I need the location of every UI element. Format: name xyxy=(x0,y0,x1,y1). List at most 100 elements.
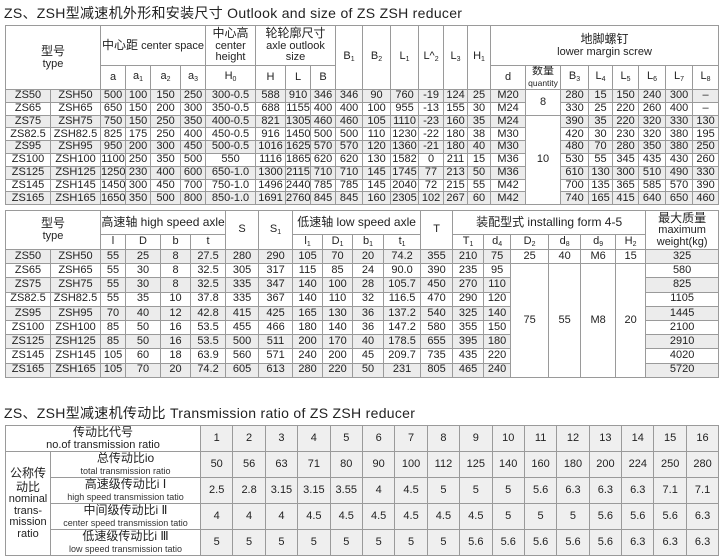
ratio-number: 13 xyxy=(588,424,623,453)
value-cell: 2115 xyxy=(285,165,312,180)
table-row: ZS145 ZSH145 1450 300 450 700 750-1.0 1496 2440 7… xyxy=(5,178,720,193)
type-cell: ZSH95 xyxy=(49,305,102,321)
ratio-value: 4 xyxy=(361,477,396,505)
value-cell: 40 xyxy=(352,334,385,350)
type-cell: ZS75 xyxy=(5,277,51,293)
value-cell: 1496 xyxy=(255,178,287,193)
value-cell: 32.5 xyxy=(190,277,227,293)
table-row: ZS125 ZSH125 1250 230 400 600 650-1.0 1300 2115 7… xyxy=(5,165,720,180)
ratio-value: 7.1 xyxy=(653,477,687,505)
type-cell: ZSH75 xyxy=(49,114,102,129)
table-row: ZS82.5 ZSH82.5 55 35 10 37.8 335 367 140 110 32 116… xyxy=(5,291,720,307)
value-cell: 800 xyxy=(180,191,207,206)
col-header: L^2 xyxy=(418,24,445,91)
value-cell: 220 xyxy=(612,114,640,129)
type-cell: ZSH145 xyxy=(49,348,102,364)
ratio-number: 6 xyxy=(361,424,396,453)
value-cell: 220 xyxy=(483,348,512,364)
value-cell: 30 xyxy=(467,101,492,116)
value-cell: 2040 xyxy=(390,178,420,193)
value-cell: 105 xyxy=(100,348,127,364)
ratio-label-en: low speed transmission tatio xyxy=(68,543,183,554)
value-cell: 50 xyxy=(352,362,385,378)
col-header: B2 xyxy=(362,24,392,91)
quantity-en: quantity xyxy=(528,77,558,88)
type-cell: ZS100 xyxy=(5,153,51,167)
value-cell: 160 xyxy=(443,114,469,129)
value-cell: 650 xyxy=(100,101,127,116)
col-header: L4 xyxy=(588,64,614,91)
s1-header: S1 xyxy=(258,210,294,250)
value-cell: 30 xyxy=(125,263,162,279)
ratio-number: 7 xyxy=(394,424,428,453)
value-cell: 213 xyxy=(443,165,469,180)
ratio-number: 3 xyxy=(264,424,299,453)
ratio-number: 4 xyxy=(297,424,331,453)
installing-cell: M6 xyxy=(580,248,617,265)
center-space-cn: 中心距 xyxy=(101,37,138,52)
value-cell: 85 xyxy=(322,263,354,279)
quantity-cn: 数量 xyxy=(532,65,555,77)
ratio-number-en: no.of transmission ratio xyxy=(46,438,160,451)
ratio-label-cn: 中间级传动比i Ⅱ xyxy=(83,503,168,518)
value-cell: 390 xyxy=(420,263,454,279)
value-cell: 250 xyxy=(125,153,152,167)
nominal-cn: 公称传动比 xyxy=(9,466,46,494)
value-cell: M30 xyxy=(490,140,527,155)
value-cell: 450 xyxy=(420,277,454,293)
value-cell: 345 xyxy=(612,153,640,167)
value-cell: 211 xyxy=(443,153,469,167)
weight-cell: 580 xyxy=(645,263,720,279)
col-header: a3 xyxy=(180,64,207,91)
value-cell: M20 xyxy=(490,89,527,103)
value-cell: -21 xyxy=(418,140,445,155)
low-speed-header: 低速轴 low speed axle xyxy=(292,210,422,235)
type-cn: 型号 xyxy=(41,216,66,231)
value-cell: 400 xyxy=(150,165,182,180)
ratio-value: 6.3 xyxy=(621,477,655,505)
value-cell: 8 xyxy=(160,248,192,265)
value-cell: 16 xyxy=(160,334,192,350)
ratio-value: 5.6 xyxy=(588,529,623,557)
ratio-label-cn: 总传动比io xyxy=(96,451,155,466)
value-cell: 1230 xyxy=(390,127,420,142)
value-cell: 580 xyxy=(420,319,454,336)
value-cell: 74.2 xyxy=(190,362,227,378)
value-cell: 105 xyxy=(292,248,324,265)
value-cell: 450 xyxy=(180,140,207,155)
value-cell: 145 xyxy=(362,178,392,193)
value-cell: 1865 xyxy=(285,153,312,167)
value-cell: 1650 xyxy=(100,191,127,206)
value-cell: 350 xyxy=(150,153,182,167)
value-cell: 1450 xyxy=(285,127,312,142)
value-cell: 610 xyxy=(560,165,590,180)
col-header: l1 xyxy=(292,234,324,250)
value-cell: 500-0.5 xyxy=(205,140,257,155)
value-cell: 267 xyxy=(443,191,469,206)
value-cell: 8 xyxy=(160,263,192,279)
value-cell: 36 xyxy=(352,319,385,336)
ratio-value: 160 xyxy=(523,451,558,479)
s-header: S xyxy=(225,210,260,250)
type-cell: ZSH165 xyxy=(49,191,102,206)
ratio-value: 180 xyxy=(556,451,590,479)
value-cell: 200 xyxy=(125,140,152,155)
value-cell: 390 xyxy=(692,178,720,193)
value-cell: 100 xyxy=(362,101,392,116)
ratio-value: 90 xyxy=(361,451,396,479)
center-height-header: 中心高 center height xyxy=(205,25,257,66)
col-header: D1 xyxy=(322,234,354,250)
value-cell: 570 xyxy=(665,178,694,193)
value-cell: 350-0.5 xyxy=(205,101,257,116)
value-cell: 55 xyxy=(100,277,127,293)
t-header: T xyxy=(420,210,454,250)
value-cell: 130 xyxy=(588,165,614,180)
value-cell: 20 xyxy=(160,362,192,378)
screw-en: lower margin screw xyxy=(557,45,652,58)
ratio-value: 6.3 xyxy=(653,529,687,557)
value-cell: 2440 xyxy=(285,178,312,193)
value-cell: M24 xyxy=(490,101,527,116)
col-header: D2 xyxy=(510,234,550,250)
value-cell: 74.2 xyxy=(383,248,422,265)
value-cell: -22 xyxy=(418,127,445,142)
